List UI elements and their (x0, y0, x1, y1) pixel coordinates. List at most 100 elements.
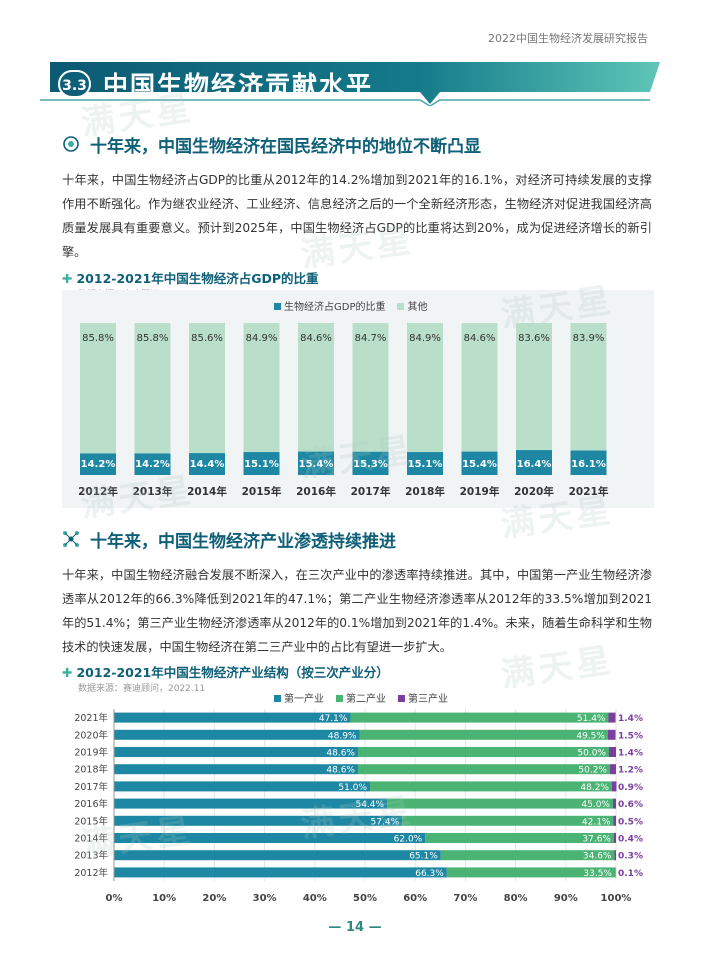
data-label-tertiary: 1.4% (618, 714, 643, 724)
data-label-bg (136, 456, 169, 471)
bar-segment-2 (440, 850, 615, 861)
bar-segment-1 (114, 815, 403, 826)
bar-segment-2 (370, 781, 612, 792)
x-tick-label: 60% (403, 893, 427, 904)
x-tick-label: 50% (353, 893, 377, 904)
data-label-bio: 15.1% (408, 459, 443, 470)
bar-segment-3 (609, 764, 616, 775)
data-label-primary: 57.4% (371, 817, 400, 827)
chart2-legend-item-1: 第二产业 (336, 690, 386, 705)
chart2-legend: 第一产业 第二产业 第三产业 (274, 690, 448, 705)
x-tick-label: 30% (253, 893, 277, 904)
data-label-tertiary: 0.1% (618, 869, 643, 879)
bar-segment-2 (402, 815, 614, 826)
data-label-other: 83.6% (518, 333, 550, 344)
bar-segment-2 (357, 764, 610, 775)
bar-other (407, 323, 443, 453)
bar-segment-3 (613, 815, 616, 826)
data-label-tertiary: 0.5% (618, 817, 643, 827)
report-title: 2022中国生物经济发展研究报告 (488, 32, 648, 45)
data-label-primary: 62.0% (394, 835, 423, 845)
data-label-tertiary: 1.4% (618, 749, 643, 759)
data-label-bg (572, 456, 605, 471)
network-icon (63, 531, 79, 547)
data-label-tertiary: 0.4% (618, 835, 643, 845)
bar-segment-1 (114, 747, 358, 757)
chart1-legend: 生物经济占GDP的比重 其他 (274, 298, 427, 313)
y-tick-label: 2021年 (74, 712, 108, 724)
data-label-bio: 14.2% (81, 459, 116, 470)
data-label-secondary: 49.5% (576, 731, 605, 741)
bar-segment-3 (612, 798, 616, 809)
data-label-tertiary: 0.6% (618, 800, 643, 810)
x-tick-label: 100% (601, 893, 632, 904)
bar-segment-3 (614, 850, 616, 861)
data-label-bg (245, 456, 278, 471)
bar-segment-1 (114, 712, 351, 723)
section-number: 3.3 (58, 70, 91, 98)
x-tick-label: 2020年 (514, 485, 554, 498)
data-label-other: 84.6% (464, 333, 496, 344)
data-label-secondary: 48.2% (580, 783, 609, 793)
x-tick-label: 40% (303, 893, 327, 904)
bar-segment-2 (446, 867, 615, 878)
bar-segment-2 (359, 729, 608, 740)
bar-other (134, 323, 171, 454)
data-label-tertiary: 1.5% (618, 731, 643, 741)
y-tick-label: 2017年 (74, 781, 108, 793)
bar-other (461, 323, 498, 452)
data-label-secondary: 50.2% (578, 766, 607, 776)
x-tick-label: 20% (202, 893, 226, 904)
data-label-bio: 16.4% (517, 459, 552, 470)
bar-segment-3 (611, 781, 617, 792)
chart2-svg: 0% 10% 20% 30% 40% 50% 60% 70% 80% 90% 100% 2021年 47… (74, 709, 643, 904)
data-label-tertiary: 0.9% (618, 783, 643, 793)
y-tick-label: 2020年 (74, 729, 108, 741)
data-label-bg (191, 456, 223, 471)
data-label-bg (300, 456, 332, 471)
bar-segment-1 (114, 798, 388, 809)
section-title: 中国生物经济贡献水平 (103, 71, 374, 100)
part1-heading: 十年来，中国生物经济在国民经济中的地位不断凸显 (90, 137, 481, 157)
data-label-other: 84.6% (300, 333, 332, 344)
page-number: — 14 — (328, 920, 382, 935)
data-label-bio: 14.4% (190, 459, 225, 470)
data-label-secondary: 33.5% (583, 869, 612, 879)
bar-other (516, 323, 552, 451)
x-tick-label: 2012年 (78, 485, 118, 498)
chart1-title: ✚ 2012-2021年中国生物经济占GDP的比重 (62, 268, 319, 287)
x-tick-label: 80% (504, 893, 528, 904)
data-label-other: 83.9% (573, 333, 605, 344)
plus-icon: ✚ (62, 271, 73, 286)
bar-other (298, 323, 334, 452)
bar-segment-3 (607, 729, 616, 740)
data-label-primary: 48.6% (326, 749, 355, 759)
y-tick-label: 2018年 (74, 764, 108, 776)
part2-paragraph: 十年来，中国生物经济融合发展不断深入，在三次产业中的渗透率持续推进。其中，中国第… (62, 568, 652, 654)
bar-segment-1 (114, 833, 426, 843)
bar-segment-1 (114, 867, 447, 878)
bar-segment-3 (608, 712, 616, 723)
data-label-bio: 14.2% (135, 459, 170, 470)
data-label-secondary: 45.0% (581, 800, 610, 810)
data-label-other: 84.7% (355, 333, 387, 344)
data-label-primary: 48.9% (328, 731, 357, 741)
data-label-bio: 15.4% (299, 459, 334, 470)
data-label-bio: 16.1% (571, 459, 606, 470)
data-label-other: 85.8% (137, 333, 169, 344)
data-label-primary: 47.1% (319, 714, 348, 724)
bar-other (352, 323, 389, 452)
data-label-primary: 54.4% (355, 800, 384, 810)
data-label-secondary: 42.1% (582, 817, 611, 827)
data-label-bg (82, 456, 114, 471)
chart1-legend-item-0: 生物经济占GDP的比重 (274, 298, 385, 313)
x-tick-label: 2015年 (242, 485, 282, 498)
chart2-title: ✚ 2012-2021年中国生物经济产业结构（按三次产业分） (62, 662, 389, 681)
data-label-bio: 15.4% (462, 459, 497, 470)
data-label-bio: 15.3% (353, 459, 388, 470)
bar-other (570, 323, 607, 451)
data-label-secondary: 34.6% (583, 852, 612, 862)
bar-segment-1 (114, 781, 371, 792)
y-tick-label: 2019年 (74, 747, 108, 759)
chart2-legend-item-0: 第一产业 (274, 690, 324, 705)
